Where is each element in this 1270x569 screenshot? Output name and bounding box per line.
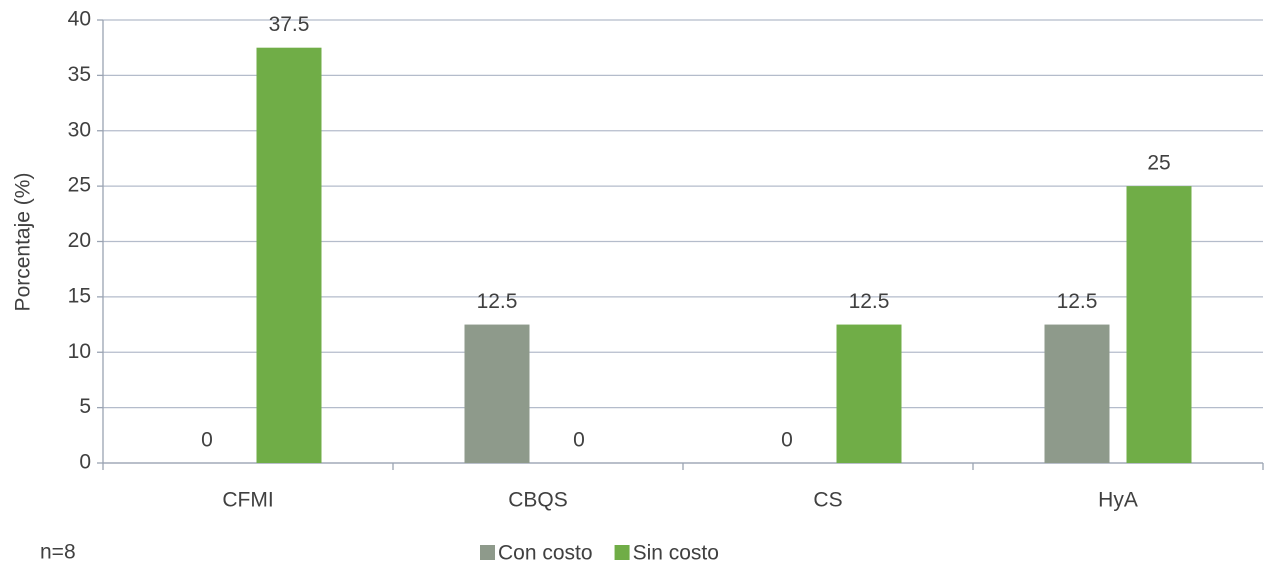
bar (256, 47, 322, 463)
y-axis-label: Porcentaje (%) (12, 173, 35, 312)
y-tick-label: 10 (68, 340, 91, 363)
x-tick-label: CS (813, 489, 842, 512)
data-label: 25 (1147, 152, 1170, 175)
x-tick-label: HyA (1098, 489, 1138, 512)
y-tick-label: 40 (68, 8, 91, 31)
legend-swatch (480, 545, 495, 560)
data-label: 12.5 (477, 290, 518, 313)
legend-label: Sin costo (633, 542, 719, 565)
y-tick-label: 0 (79, 451, 91, 474)
x-tick-label: CBQS (508, 489, 568, 512)
data-label: 0 (201, 429, 213, 452)
annotation: n=8 (40, 541, 76, 564)
data-label: 12.5 (1057, 290, 1098, 313)
bar (1044, 324, 1110, 463)
y-tick-label: 35 (68, 63, 91, 86)
y-tick-label: 5 (79, 395, 91, 418)
legend-swatch (614, 545, 630, 560)
data-label: 0 (781, 429, 793, 452)
data-label: 0 (573, 429, 585, 452)
x-tick-label: CFMI (222, 489, 273, 512)
y-tick-label: 30 (68, 118, 91, 141)
y-tick-label: 15 (68, 284, 91, 307)
data-label: 12.5 (849, 290, 890, 313)
y-tick-label: 20 (68, 229, 91, 252)
data-label: 37.5 (269, 13, 310, 36)
bar (1126, 186, 1192, 463)
bar (464, 324, 530, 463)
bar (836, 324, 902, 463)
y-tick-label: 25 (68, 174, 91, 197)
legend-label: Con costo (498, 542, 593, 565)
